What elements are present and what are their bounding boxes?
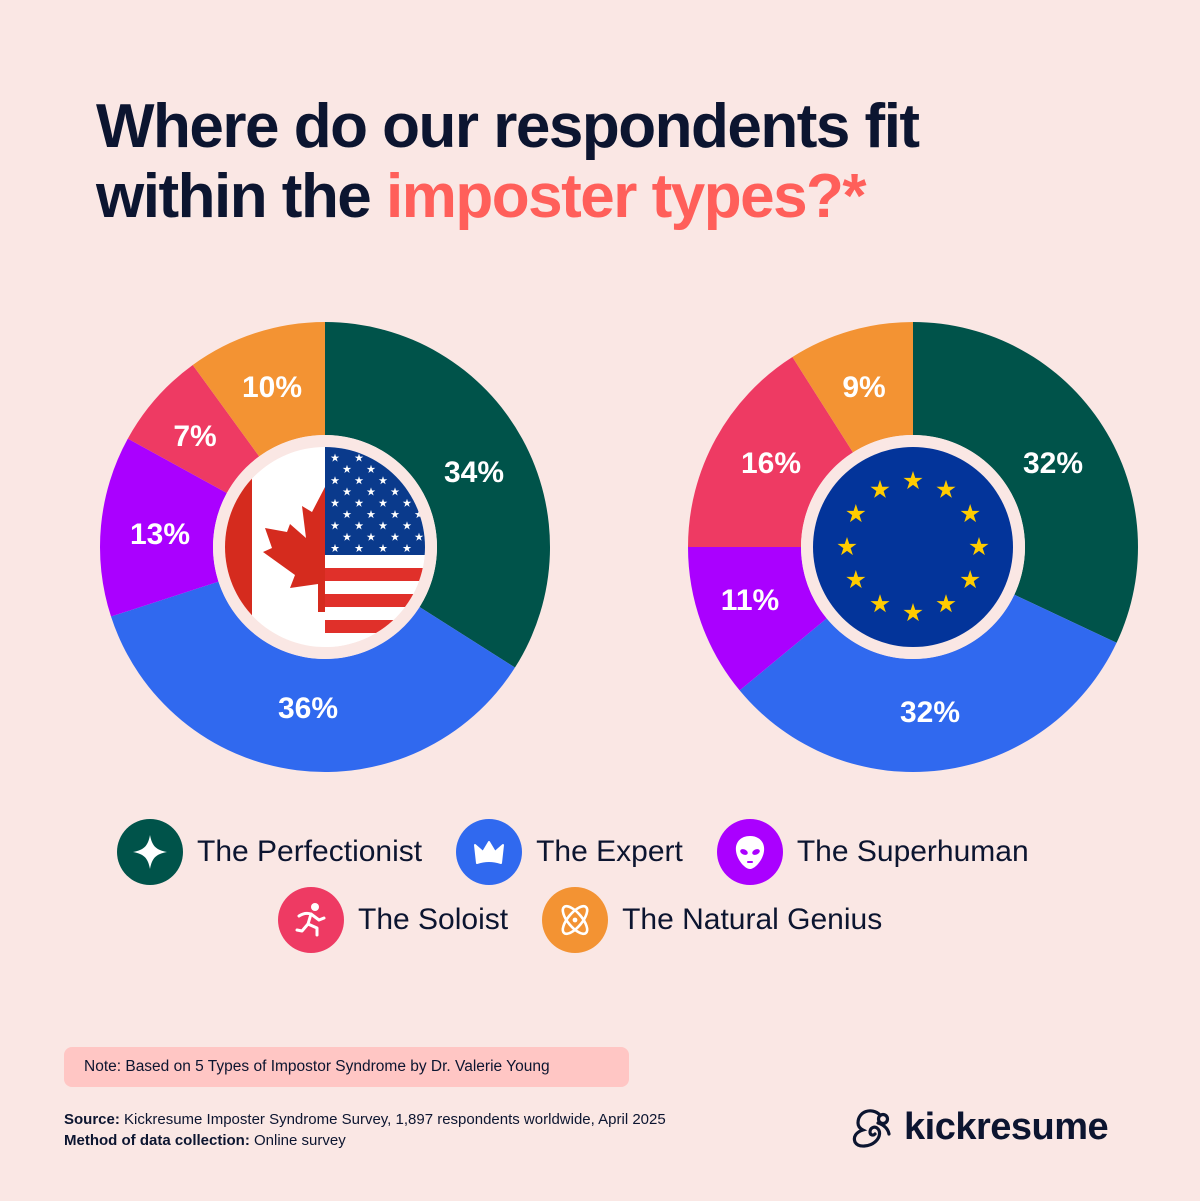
label-perfectionist: 34% [444, 456, 504, 489]
donut-slice-expert [739, 594, 1117, 773]
legend-row-2: The Soloist The Natural Genius [278, 887, 916, 953]
donut-charts: 34% 36% 13% 7% 10% 32% 32% 11% 16% 9% [100, 322, 1138, 773]
legend-item-superhuman: The Superhuman [716, 819, 1029, 885]
running-person-icon [278, 887, 344, 953]
label-expert: 36% [278, 692, 338, 725]
canada-usa-flag [225, 447, 425, 647]
legend-label: The Natural Genius [622, 903, 883, 936]
donut-slice-superhuman [688, 547, 827, 691]
chameleon-logo-icon [852, 1109, 891, 1148]
donut-labels-eu: 32% 32% 11% 16% 9% [721, 371, 1083, 729]
donut-slice-natural-genius [192, 322, 325, 457]
legend-item-expert: The Expert [456, 819, 683, 885]
page-title: Where do our respondents fit within the … [96, 92, 1096, 232]
methodology-note: Note: Based on 5 Types of Impostor Syndr… [64, 1047, 629, 1087]
crown-icon [456, 819, 523, 885]
label-soloist: 7% [173, 420, 216, 453]
method-line: Method of data collection: Online survey [64, 1130, 666, 1151]
legend-label: The Soloist [358, 903, 509, 936]
legend-label: The Superhuman [796, 835, 1029, 868]
title-line-2-prefix: within the [96, 162, 387, 231]
label-superhuman: 11% [721, 584, 779, 617]
donut-slice-perfectionist [913, 322, 1138, 643]
source-line: Source: Kickresume Imposter Syndrome Sur… [64, 1109, 666, 1130]
source-label: Source: [64, 1111, 120, 1128]
donut-slice-superhuman [100, 438, 227, 617]
label-soloist: 16% [741, 447, 801, 480]
label-natural-genius: 9% [842, 371, 885, 404]
title-line-1: Where do our respondents fit [96, 92, 920, 161]
legend-row-1: The Perfectionist The Expert The Superhu… [117, 819, 1063, 885]
method-label: Method of data collection: [64, 1132, 250, 1149]
source-text: Kickresume Imposter Syndrome Survey, 1,8… [119, 1111, 666, 1128]
atom-icon [542, 887, 609, 953]
label-perfectionist: 32% [1023, 447, 1083, 480]
donut-slice-soloist [688, 357, 853, 547]
sparkle-star-icon [117, 819, 183, 885]
label-superhuman: 13% [130, 518, 190, 551]
legend-label: The Perfectionist [197, 835, 423, 868]
source-info: Source: Kickresume Imposter Syndrome Sur… [64, 1109, 666, 1151]
donut-slice-soloist [127, 364, 260, 494]
donut-slice-perfectionist [325, 322, 550, 668]
legend-item-natural-genius: The Natural Genius [542, 887, 882, 953]
kickresume-logo: kickresume [850, 1105, 1109, 1149]
label-expert: 32% [900, 696, 960, 729]
method-text: Online survey [249, 1132, 346, 1149]
donut-slice-natural-genius [792, 322, 913, 453]
label-natural-genius: 10% [242, 371, 302, 404]
legend-item-perfectionist: The Perfectionist [117, 819, 422, 885]
legend-item-soloist: The Soloist [278, 887, 508, 953]
donut-labels-canada-usa: 34% 36% 13% 7% 10% [130, 371, 504, 725]
donut-slice-expert [111, 581, 515, 773]
legend-label: The Expert [536, 835, 683, 868]
eu-flag [813, 447, 1013, 647]
alien-icon [716, 819, 783, 885]
title-line-2-accent: imposter types?* [386, 162, 867, 231]
brand-name: kickresume [904, 1105, 1109, 1148]
